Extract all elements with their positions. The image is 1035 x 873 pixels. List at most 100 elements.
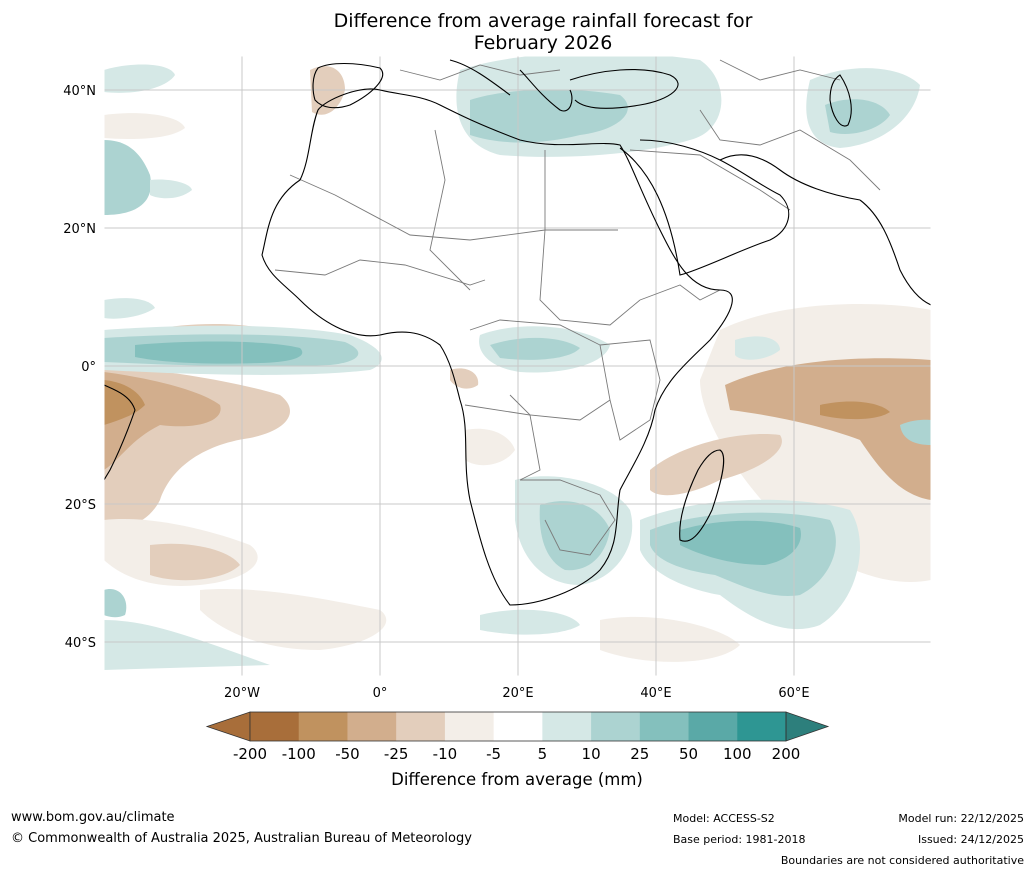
wet-region-gulf-guinea-north (104, 298, 155, 319)
colorbar-tick-label-5: -5 (486, 745, 501, 763)
dry-region-indian-ocean-core (725, 358, 931, 500)
lon-label-60e: 60°E (778, 686, 809, 701)
border-algeria-libya (429, 129, 471, 291)
wet-region-azores (104, 64, 175, 93)
colorbar-tick-label-10: 100 (723, 745, 752, 763)
coastline-south-america (104, 384, 136, 481)
dry-region-mozambique-channel (650, 434, 782, 496)
border-sahel (289, 174, 546, 241)
dry-region-south-atlantic-2 (150, 543, 240, 581)
lat-label-40s: 40°S (65, 636, 96, 651)
border-congo-basin (469, 319, 611, 421)
colorbar-segment-7 (591, 712, 641, 741)
border-angola (464, 404, 541, 481)
wet-region-mediterranean-core (470, 89, 628, 143)
footer-model-run: Model run: 22/12/2025 (898, 812, 1024, 825)
dry-region-indian-ocean-inner (820, 401, 890, 420)
border-sudan-chad (539, 229, 641, 326)
colorbar-tick-label-3: -25 (384, 745, 409, 763)
border-horn (639, 284, 721, 301)
colorbar-tick-label-8: 25 (630, 745, 649, 763)
border-caucasus (719, 59, 841, 81)
footer-issued: Issued: 24/12/2025 (917, 833, 1024, 846)
colorbar-tick-label-9: 50 (679, 745, 698, 763)
border-west-africa (274, 259, 486, 286)
wet-region-south-indian-core (680, 520, 801, 565)
coastline-iberia (312, 63, 383, 109)
wet-region-congo-core (490, 337, 580, 360)
colorbar-segment-0 (250, 712, 300, 741)
dry-region-east-africa (465, 428, 515, 466)
country-borders (274, 59, 881, 556)
colorbar-tick-label-6: 5 (538, 745, 548, 763)
lon-label-0: 0° (373, 686, 388, 701)
axis-labels: 40°N 20°N 0° 20°S 40°S 20°W 0° 20°E 40°E… (63, 84, 809, 701)
colorbar-segment-2 (347, 712, 397, 741)
coastline-india (859, 199, 931, 306)
lat-label-20s: 20°S (65, 498, 96, 513)
lon-label-20w: 20°W (224, 686, 260, 701)
dry-region-north-atlantic (104, 113, 185, 139)
colorbar-segment-9 (688, 712, 738, 741)
lat-label-40n: 40°N (63, 84, 96, 99)
colorbar-segment-8 (639, 712, 690, 741)
colorbar-title: Difference from average (mm) (391, 770, 643, 789)
wet-region-southwest-atlantic (104, 589, 127, 618)
wet-anomaly-regions (104, 56, 931, 670)
wet-region-southern-africa-core (539, 501, 610, 571)
border-southern-africa (520, 479, 616, 556)
graticule (104, 56, 931, 676)
colorbar-arrow-high (785, 711, 830, 742)
colorbar-segment-10 (737, 712, 787, 741)
border-middle-east (629, 149, 791, 211)
colorbar-tick-label-2: -50 (335, 745, 360, 763)
map-title-line1: Difference from average rainfall forecas… (333, 10, 753, 32)
wet-region-southwest-atlantic-2 (104, 620, 270, 670)
coastlines (104, 59, 931, 606)
colorbar-segment-3 (396, 712, 446, 741)
footer-base-period: Base period: 1981-2018 (673, 833, 806, 846)
dry-region-angola-coast (450, 368, 479, 389)
dry-region-south-indian (600, 616, 740, 662)
colorbar-tick-label-4: -10 (433, 745, 458, 763)
footer-website[interactable]: www.bom.gov.au/climate (11, 810, 175, 825)
dry-region-west-atlantic-inner (104, 380, 145, 425)
dry-anomaly-regions (104, 66, 931, 662)
footer-disclaimer: Boundaries are not considered authoritat… (780, 854, 1024, 867)
border-europe (399, 64, 561, 81)
border-iran-iraq (699, 109, 881, 191)
footer-model: Model: ACCESS-S2 (673, 812, 775, 825)
colorbar-tick-labels: -200 -100 -50 -25 -10 -5 5 10 25 50 100 200 (233, 745, 800, 763)
coastline-caspian (829, 74, 852, 127)
colorbar-segment-6 (542, 712, 592, 741)
lat-label-20n: 20°N (63, 222, 96, 237)
map-title-line2: February 2026 (473, 32, 613, 54)
wet-region-indian-equator (735, 336, 780, 360)
colorbar-tick-label-11: 200 (772, 745, 801, 763)
colorbar-tick-label-0: -200 (233, 745, 267, 763)
lon-label-20e: 20°E (502, 686, 533, 701)
coastline-persian-gulf (719, 154, 861, 201)
footer-copyright: © Commonwealth of Australia 2025, Austra… (11, 831, 472, 846)
colorbar-segments (250, 712, 787, 741)
colorbar-outline (249, 711, 787, 742)
map-area (104, 56, 931, 676)
coastline-madagascar (679, 449, 725, 542)
dry-region-south-atlantic-3 (200, 589, 387, 650)
colorbar-tick-label-7: 10 (582, 745, 601, 763)
coastline-anatolia (569, 69, 679, 109)
colorbar: -200 -100 -50 -25 -10 -5 5 10 25 50 100 200 Differe… (205, 711, 830, 789)
colorbar-arrow-low (205, 711, 251, 742)
wet-region-north-atlantic-west-outer (150, 179, 192, 199)
wet-region-east-indian (900, 419, 931, 445)
colorbar-segment-1 (298, 712, 348, 741)
lon-label-40e: 40°E (640, 686, 671, 701)
wet-region-south-cape (480, 609, 580, 635)
coastline-italy-greece (449, 59, 573, 112)
border-east-africa (599, 339, 661, 441)
colorbar-tick-label-1: -100 (282, 745, 316, 763)
colorbar-segment-4 (444, 712, 495, 741)
wet-region-equatorial-atlantic-core (135, 341, 303, 364)
coastline-africa (261, 88, 733, 606)
